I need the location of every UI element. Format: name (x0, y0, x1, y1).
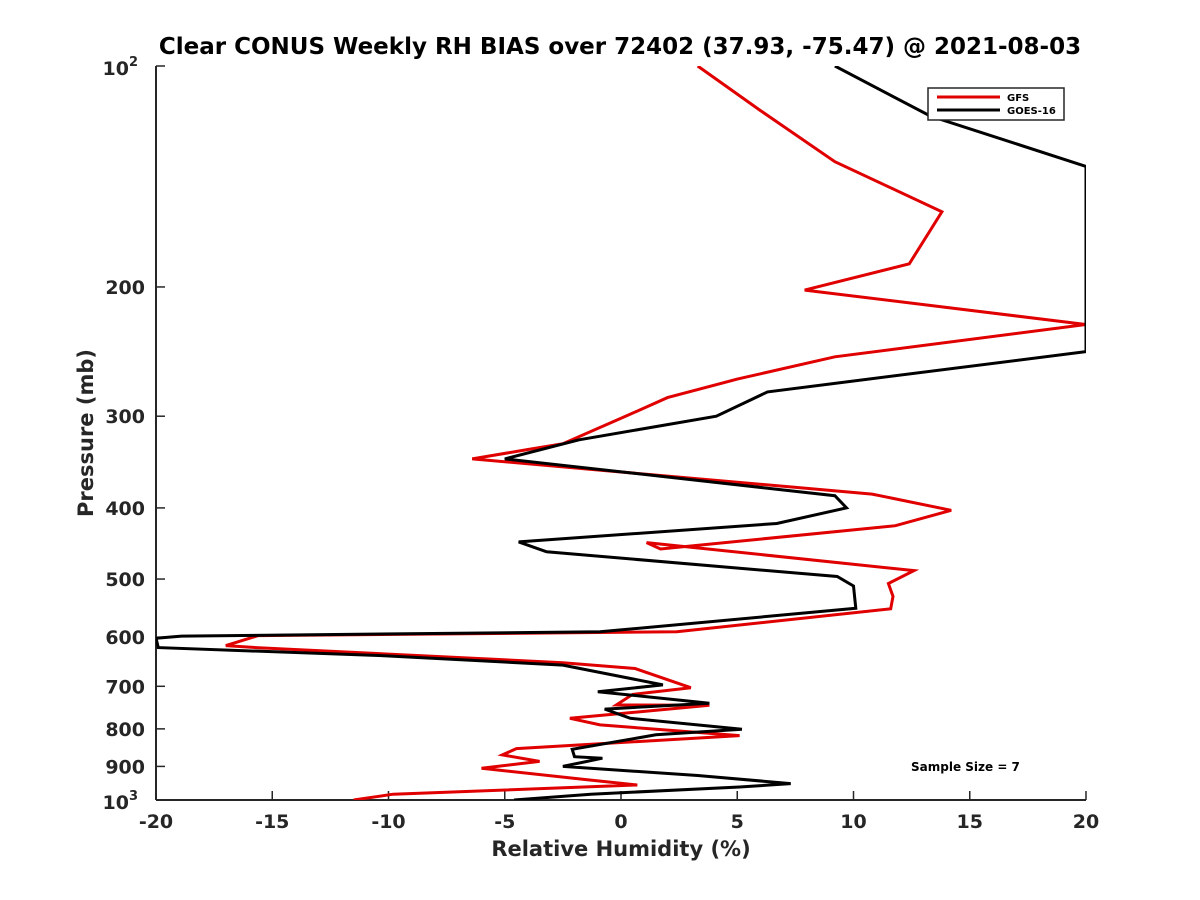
x-axis-ticks: -20 -15 -10 -5 0 5 10 15 20 (139, 791, 1099, 833)
series-line-goes-16 (156, 66, 1086, 800)
y-axis-ticks: 200 300 400 500 600 700 800 900 (105, 65, 165, 801)
y-tick-label: 400 (105, 498, 145, 520)
y-tick-label: 200 (105, 277, 145, 299)
x-tick-label: 10 (840, 811, 866, 833)
x-tick-label: -20 (139, 811, 173, 833)
chart-title: Clear CONUS Weekly RH BIAS over 72402 (3… (159, 34, 1081, 60)
y-top-exp: 2 (129, 55, 138, 70)
y-tick-label: 800 (105, 719, 145, 741)
series-layer (156, 66, 1086, 800)
legend-label: GOES-16 (1007, 106, 1056, 117)
y-tick-label: 300 (105, 406, 145, 428)
series-line-gfs (225, 66, 1086, 800)
x-tick-label: -5 (494, 811, 515, 833)
legend-box (927, 87, 1065, 121)
x-tick-label: 5 (731, 811, 744, 833)
sample-size-annotation: Sample Size = 7 (911, 760, 1020, 774)
legend-label: GFS (1007, 93, 1029, 104)
x-axis-label: Relative Humidity (%) (491, 837, 750, 861)
y-tick-label: 600 (105, 627, 145, 649)
y-tick-label-top: 102 (103, 55, 139, 80)
x-tick-label: 0 (614, 811, 627, 833)
y-bottom-exp: 3 (129, 789, 138, 804)
y-tick-label-bottom: 103 (103, 789, 139, 814)
y-axis-label: Pressure (mb) (74, 349, 98, 517)
legend: GFS GOES-16 (927, 87, 1065, 121)
y-tick-label: 900 (105, 756, 145, 778)
x-tick-label: -15 (255, 811, 289, 833)
y-axis-edge-labels: 102 103 (103, 55, 139, 814)
x-tick-label: 20 (1073, 811, 1099, 833)
x-tick-label: -10 (371, 811, 405, 833)
y-tick-label: 700 (105, 676, 145, 698)
x-tick-label: 15 (957, 811, 983, 833)
y-bottom-base: 10 (103, 792, 129, 814)
y-top-base: 10 (103, 58, 129, 80)
y-tick-label: 500 (105, 569, 145, 591)
